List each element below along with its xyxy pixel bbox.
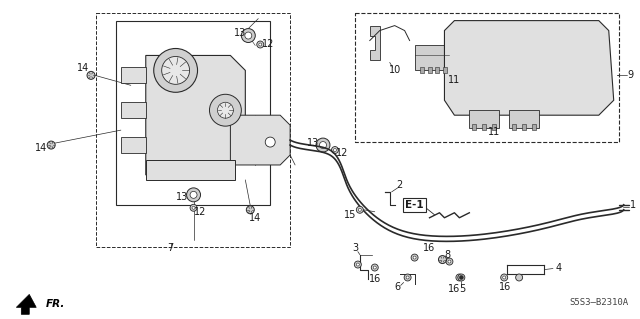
Circle shape	[460, 276, 463, 279]
Polygon shape	[121, 67, 146, 83]
Circle shape	[458, 276, 461, 279]
Bar	[96, 13, 290, 247]
Bar	[355, 13, 619, 142]
Circle shape	[190, 191, 197, 198]
Circle shape	[333, 149, 337, 152]
Text: 11: 11	[448, 75, 461, 85]
Text: FR.: FR.	[46, 299, 65, 309]
Circle shape	[257, 41, 264, 48]
Polygon shape	[121, 137, 146, 153]
Circle shape	[411, 254, 418, 261]
Text: 5: 5	[460, 285, 465, 294]
Circle shape	[162, 56, 189, 84]
Circle shape	[358, 208, 362, 211]
Text: 1: 1	[630, 200, 636, 210]
Bar	[444, 67, 447, 73]
Polygon shape	[146, 160, 236, 180]
Bar	[483, 124, 486, 130]
Circle shape	[209, 94, 241, 126]
Text: 10: 10	[388, 65, 401, 75]
Circle shape	[154, 48, 198, 92]
Text: 8: 8	[444, 249, 451, 260]
Circle shape	[371, 264, 378, 271]
Bar	[492, 124, 496, 130]
Circle shape	[47, 141, 55, 149]
Circle shape	[438, 256, 447, 263]
Circle shape	[356, 206, 364, 213]
Bar	[532, 124, 536, 130]
Circle shape	[192, 206, 195, 209]
Text: 12: 12	[262, 39, 275, 48]
Text: 6: 6	[395, 282, 401, 293]
Circle shape	[516, 274, 523, 281]
Polygon shape	[469, 110, 499, 128]
Circle shape	[458, 274, 465, 281]
Bar	[522, 124, 526, 130]
Text: 16: 16	[448, 285, 461, 294]
Circle shape	[190, 204, 197, 211]
Bar	[472, 124, 476, 130]
Polygon shape	[146, 56, 245, 175]
Text: 2: 2	[397, 180, 403, 190]
Bar	[512, 124, 516, 130]
Circle shape	[187, 188, 200, 202]
Polygon shape	[17, 294, 36, 314]
Text: 13: 13	[307, 138, 319, 148]
Polygon shape	[230, 115, 290, 165]
Circle shape	[319, 142, 326, 149]
Circle shape	[500, 274, 508, 281]
Text: 16: 16	[499, 282, 511, 293]
Text: 15: 15	[344, 210, 356, 220]
Circle shape	[456, 274, 463, 281]
Text: 14: 14	[249, 213, 261, 223]
Circle shape	[332, 146, 339, 153]
Text: 16: 16	[424, 243, 436, 253]
Bar	[420, 67, 424, 73]
Polygon shape	[444, 21, 614, 115]
Bar	[116, 21, 270, 205]
Circle shape	[316, 138, 330, 152]
Polygon shape	[415, 46, 449, 70]
Text: 4: 4	[556, 263, 562, 272]
Text: 7: 7	[168, 243, 174, 253]
Circle shape	[356, 263, 359, 266]
Circle shape	[259, 43, 262, 46]
Text: 9: 9	[628, 70, 634, 80]
Polygon shape	[509, 110, 539, 128]
Circle shape	[265, 137, 275, 147]
Circle shape	[246, 206, 254, 214]
Text: 3: 3	[353, 243, 359, 253]
Text: 12: 12	[195, 207, 207, 217]
Bar	[435, 67, 440, 73]
Circle shape	[404, 274, 411, 281]
Circle shape	[355, 261, 362, 268]
Text: 12: 12	[336, 148, 348, 158]
Circle shape	[245, 32, 252, 39]
Circle shape	[87, 71, 95, 79]
Circle shape	[446, 258, 453, 265]
Text: 14: 14	[35, 143, 47, 153]
Polygon shape	[121, 102, 146, 118]
Circle shape	[502, 276, 506, 279]
Circle shape	[218, 102, 234, 118]
Text: 13: 13	[175, 192, 188, 202]
Circle shape	[413, 256, 416, 259]
Text: 14: 14	[77, 63, 89, 73]
Text: 13: 13	[234, 27, 246, 38]
Bar	[428, 67, 431, 73]
Text: E-1: E-1	[405, 200, 424, 210]
Text: 16: 16	[369, 274, 381, 285]
Circle shape	[406, 276, 409, 279]
Polygon shape	[370, 26, 380, 60]
Text: 11: 11	[488, 127, 500, 137]
Circle shape	[241, 29, 255, 42]
Circle shape	[460, 276, 463, 279]
Circle shape	[448, 260, 451, 263]
Text: S5S3–B2310A: S5S3–B2310A	[570, 298, 628, 307]
Circle shape	[373, 266, 376, 269]
